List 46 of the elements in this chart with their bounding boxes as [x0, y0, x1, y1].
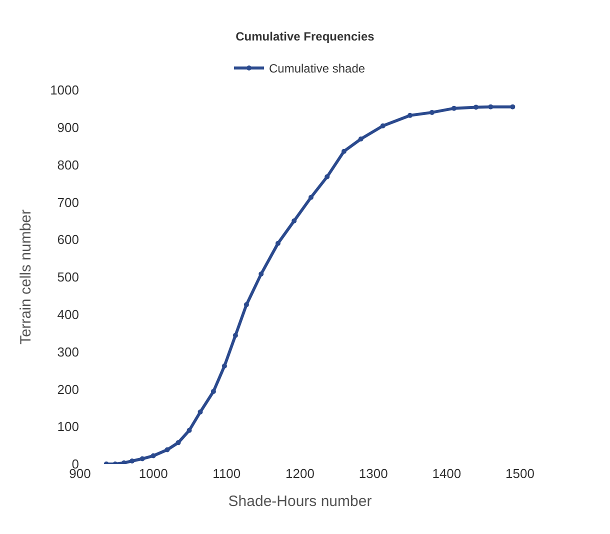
point [474, 104, 478, 110]
x-tick-label: 1400 [432, 466, 462, 481]
point [430, 110, 434, 115]
point [232, 332, 238, 338]
y-tick-label: 500 [57, 270, 79, 285]
x-tick-label: 1500 [506, 466, 534, 481]
legend-label: Cumulative shade [269, 62, 366, 76]
y-axis-title: Terrain cells number [17, 209, 34, 345]
point [210, 388, 216, 394]
point [408, 112, 412, 118]
point [358, 136, 364, 142]
x-tick-label: 1000 [138, 466, 168, 481]
x-tick-label: 1200 [286, 466, 314, 481]
point [130, 458, 135, 464]
y-tick-label: 300 [57, 344, 79, 360]
y-tick-label: 200 [57, 382, 79, 397]
point [198, 410, 203, 415]
y-tick-label: 1000 [50, 82, 79, 98]
x-tick-label: 1300 [358, 466, 388, 481]
point [140, 456, 145, 462]
point [244, 302, 249, 308]
point [308, 194, 314, 200]
y-tick-label: 700 [57, 194, 79, 210]
point [380, 123, 386, 128]
y-tick-label: 600 [57, 232, 79, 248]
point [292, 218, 297, 224]
y-tick-label: 900 [57, 120, 79, 135]
point [164, 447, 170, 452]
point [122, 460, 126, 464]
point [488, 104, 494, 110]
point [510, 104, 516, 110]
point [324, 174, 330, 180]
point [186, 428, 192, 433]
y-tick-label: 100 [57, 419, 79, 434]
point [342, 148, 346, 154]
point [222, 364, 227, 369]
y-tick-label: 400 [57, 306, 79, 322]
point [150, 453, 156, 458]
point [176, 440, 181, 446]
point [258, 272, 264, 277]
point [452, 106, 456, 111]
chart-title: Cumulative Frequencies [236, 29, 375, 44]
point [276, 240, 280, 246]
y-tick-label: 800 [57, 157, 79, 172]
x-axis-title: Shade-Hours number [228, 493, 372, 510]
x-tick-label: 1100 [212, 466, 241, 481]
